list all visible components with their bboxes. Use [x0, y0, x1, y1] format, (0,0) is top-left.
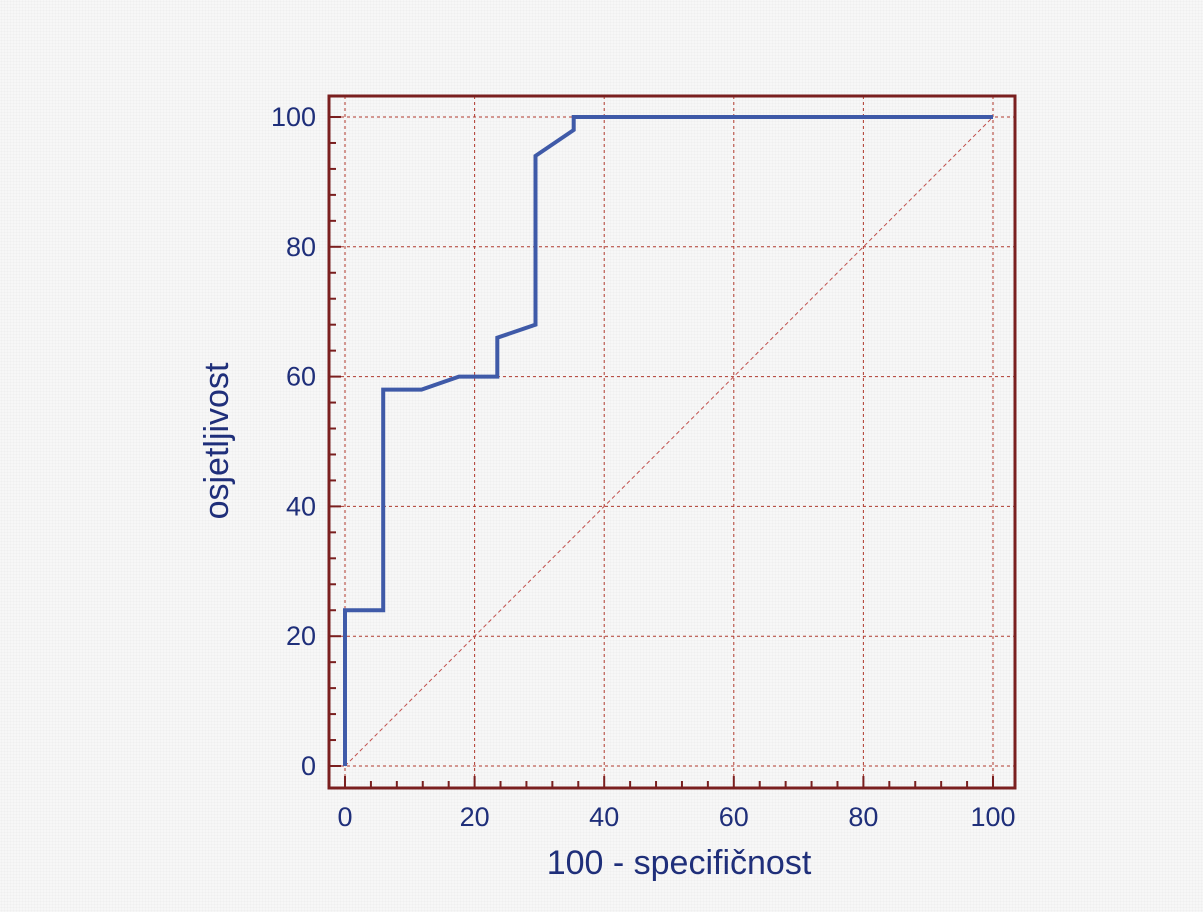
plot-frame [327, 94, 1017, 790]
curve-layer [343, 115, 993, 766]
frame-layer [327, 94, 1017, 790]
y-tick-label: 80 [286, 232, 316, 262]
x-tick-label: 80 [848, 802, 878, 832]
reference-layer [344, 116, 994, 767]
x-tick-label: 60 [719, 802, 749, 832]
x-axis-title: 100 - specifičnost [547, 844, 812, 882]
x-tick-label: 40 [589, 802, 619, 832]
y-axis-title: osjetljivost [198, 362, 236, 519]
y-tick-label: 100 [271, 102, 316, 132]
x-tick-label: 20 [460, 802, 490, 832]
y-tick-label: 60 [286, 362, 316, 392]
roc-curve-line [343, 115, 993, 766]
y-tick-label: 20 [286, 621, 316, 651]
label-layer: 100 - specifičnost osjetljivost [198, 362, 812, 882]
y-tick-label: 40 [286, 491, 316, 521]
y-tick-label: 0 [301, 751, 316, 781]
grid-layer [329, 96, 1015, 788]
x-tick-label: 100 [970, 802, 1015, 832]
tick-layer: 0 20 40 60 80 100 0 20 40 60 80 100 [271, 102, 1016, 832]
reference-diagonal-line [344, 116, 994, 767]
x-tick-label: 0 [337, 802, 352, 832]
